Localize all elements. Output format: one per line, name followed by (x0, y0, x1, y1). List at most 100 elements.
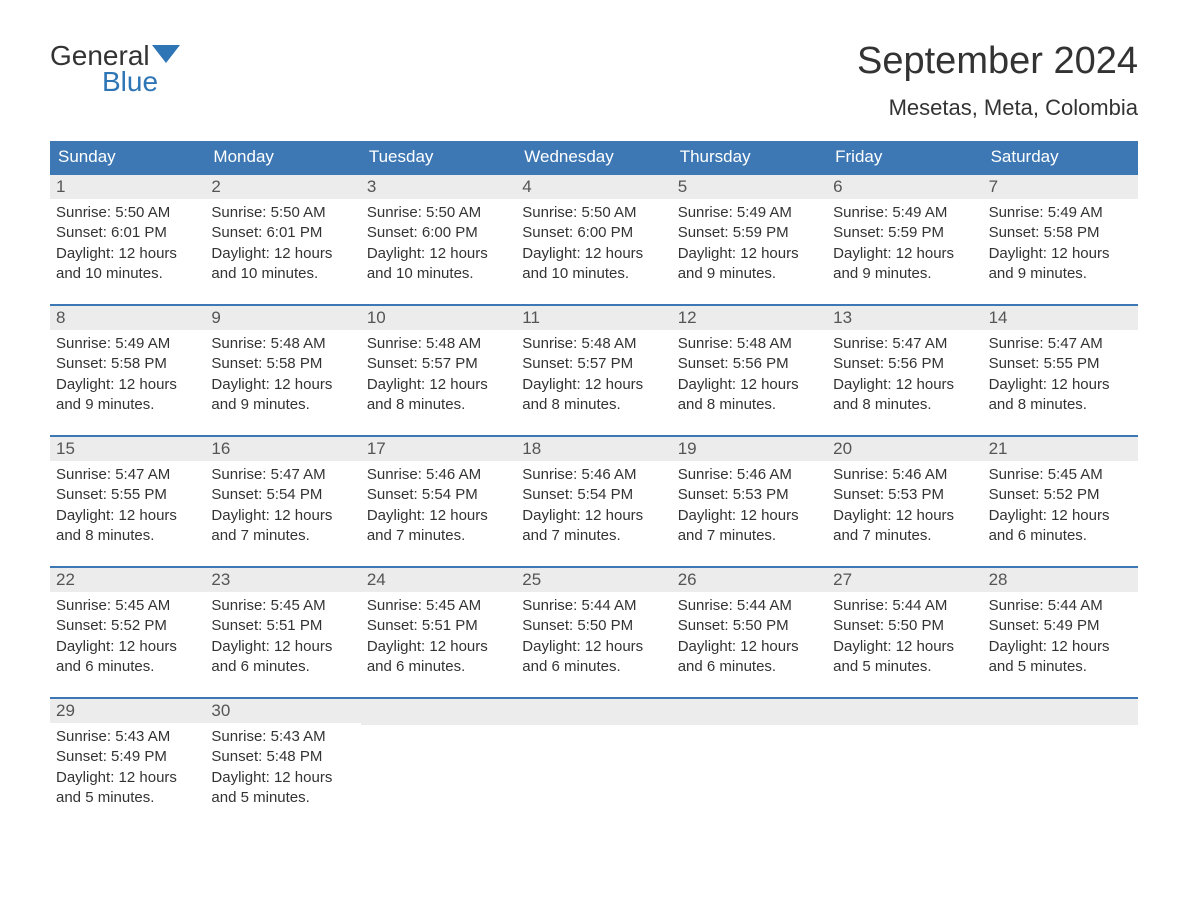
calendar-day-cell: 20Sunrise: 5:46 AMSunset: 5:53 PMDayligh… (827, 437, 982, 552)
day-number: 23 (205, 568, 360, 592)
day-content: Sunrise: 5:49 AMSunset: 5:58 PMDaylight:… (983, 199, 1138, 290)
calendar-day-cell: 4Sunrise: 5:50 AMSunset: 6:00 PMDaylight… (516, 175, 671, 290)
calendar-day-cell: 6Sunrise: 5:49 AMSunset: 5:59 PMDaylight… (827, 175, 982, 290)
day-line-sunset: Sunset: 5:54 PM (211, 485, 354, 505)
day-line-sunset: Sunset: 5:50 PM (522, 616, 665, 636)
day-line-sunrise: Sunrise: 5:43 AM (211, 727, 354, 747)
day-line-sunset: Sunset: 5:59 PM (833, 223, 976, 243)
day-line-sunrise: Sunrise: 5:44 AM (522, 596, 665, 616)
day-content: Sunrise: 5:44 AMSunset: 5:50 PMDaylight:… (827, 592, 982, 683)
day-line-d1: Daylight: 12 hours (833, 244, 976, 264)
day-line-sunset: Sunset: 5:57 PM (367, 354, 510, 374)
day-line-sunset: Sunset: 5:58 PM (56, 354, 199, 374)
day-content: Sunrise: 5:45 AMSunset: 5:51 PMDaylight:… (205, 592, 360, 683)
day-line-sunset: Sunset: 5:59 PM (678, 223, 821, 243)
day-line-sunrise: Sunrise: 5:48 AM (211, 334, 354, 354)
day-line-sunset: Sunset: 5:53 PM (833, 485, 976, 505)
calendar-day-cell: 2Sunrise: 5:50 AMSunset: 6:01 PMDaylight… (205, 175, 360, 290)
day-line-sunrise: Sunrise: 5:48 AM (522, 334, 665, 354)
day-line-d1: Daylight: 12 hours (211, 244, 354, 264)
day-content: Sunrise: 5:45 AMSunset: 5:51 PMDaylight:… (361, 592, 516, 683)
day-number: 24 (361, 568, 516, 592)
day-content: Sunrise: 5:47 AMSunset: 5:55 PMDaylight:… (50, 461, 205, 552)
day-line-sunrise: Sunrise: 5:50 AM (211, 203, 354, 223)
day-number: 1 (50, 175, 205, 199)
calendar-day-cell: 3Sunrise: 5:50 AMSunset: 6:00 PMDaylight… (361, 175, 516, 290)
calendar-day-cell: 9Sunrise: 5:48 AMSunset: 5:58 PMDaylight… (205, 306, 360, 421)
day-line-d1: Daylight: 12 hours (833, 506, 976, 526)
day-number: 7 (983, 175, 1138, 199)
calendar-week: 1Sunrise: 5:50 AMSunset: 6:01 PMDaylight… (50, 173, 1138, 290)
calendar-week: 15Sunrise: 5:47 AMSunset: 5:55 PMDayligh… (50, 435, 1138, 552)
calendar-day-cell: 18Sunrise: 5:46 AMSunset: 5:54 PMDayligh… (516, 437, 671, 552)
day-line-sunrise: Sunrise: 5:45 AM (211, 596, 354, 616)
day-number: 13 (827, 306, 982, 330)
day-number: 18 (516, 437, 671, 461)
day-content: Sunrise: 5:46 AMSunset: 5:53 PMDaylight:… (827, 461, 982, 552)
calendar-day-cell (361, 699, 516, 814)
day-line-d1: Daylight: 12 hours (522, 244, 665, 264)
day-line-sunrise: Sunrise: 5:48 AM (678, 334, 821, 354)
day-line-d2: and 9 minutes. (833, 264, 976, 284)
day-line-d1: Daylight: 12 hours (367, 375, 510, 395)
day-content: Sunrise: 5:50 AMSunset: 6:00 PMDaylight:… (516, 199, 671, 290)
day-line-sunrise: Sunrise: 5:45 AM (367, 596, 510, 616)
day-line-sunrise: Sunrise: 5:45 AM (56, 596, 199, 616)
day-line-sunset: Sunset: 5:51 PM (367, 616, 510, 636)
day-number (983, 699, 1138, 725)
day-number: 4 (516, 175, 671, 199)
day-line-sunset: Sunset: 5:50 PM (833, 616, 976, 636)
day-line-d2: and 6 minutes. (211, 657, 354, 677)
day-number: 21 (983, 437, 1138, 461)
day-content: Sunrise: 5:44 AMSunset: 5:50 PMDaylight:… (516, 592, 671, 683)
day-line-sunrise: Sunrise: 5:46 AM (678, 465, 821, 485)
calendar-day-cell: 26Sunrise: 5:44 AMSunset: 5:50 PMDayligh… (672, 568, 827, 683)
day-content: Sunrise: 5:46 AMSunset: 5:54 PMDaylight:… (516, 461, 671, 552)
day-line-sunset: Sunset: 5:48 PM (211, 747, 354, 767)
day-line-d2: and 5 minutes. (833, 657, 976, 677)
day-line-sunrise: Sunrise: 5:49 AM (989, 203, 1132, 223)
day-content: Sunrise: 5:49 AMSunset: 5:58 PMDaylight:… (50, 330, 205, 421)
day-line-sunset: Sunset: 5:49 PM (56, 747, 199, 767)
day-line-d2: and 8 minutes. (522, 395, 665, 415)
day-line-sunset: Sunset: 5:54 PM (522, 485, 665, 505)
document-header: General Blue September 2024 Mesetas, Met… (50, 40, 1138, 121)
day-content: Sunrise: 5:50 AMSunset: 6:01 PMDaylight:… (50, 199, 205, 290)
day-content: Sunrise: 5:50 AMSunset: 6:01 PMDaylight:… (205, 199, 360, 290)
day-line-d1: Daylight: 12 hours (678, 637, 821, 657)
day-line-sunrise: Sunrise: 5:49 AM (833, 203, 976, 223)
day-line-d2: and 7 minutes. (833, 526, 976, 546)
day-number (361, 699, 516, 725)
calendar-day-cell: 12Sunrise: 5:48 AMSunset: 5:56 PMDayligh… (672, 306, 827, 421)
day-line-d2: and 9 minutes. (678, 264, 821, 284)
day-line-sunset: Sunset: 5:57 PM (522, 354, 665, 374)
day-line-sunset: Sunset: 6:00 PM (367, 223, 510, 243)
day-line-sunset: Sunset: 5:55 PM (56, 485, 199, 505)
calendar-week: 8Sunrise: 5:49 AMSunset: 5:58 PMDaylight… (50, 304, 1138, 421)
day-content: Sunrise: 5:46 AMSunset: 5:54 PMDaylight:… (361, 461, 516, 552)
calendar-day-cell: 10Sunrise: 5:48 AMSunset: 5:57 PMDayligh… (361, 306, 516, 421)
calendar-day-cell (516, 699, 671, 814)
day-number: 9 (205, 306, 360, 330)
day-line-d2: and 5 minutes. (211, 788, 354, 808)
day-number (827, 699, 982, 725)
day-line-d1: Daylight: 12 hours (989, 637, 1132, 657)
day-line-sunset: Sunset: 6:01 PM (56, 223, 199, 243)
day-content: Sunrise: 5:44 AMSunset: 5:50 PMDaylight:… (672, 592, 827, 683)
calendar: SundayMondayTuesdayWednesdayThursdayFrid… (50, 141, 1138, 814)
day-line-sunset: Sunset: 5:52 PM (989, 485, 1132, 505)
day-number: 22 (50, 568, 205, 592)
day-content: Sunrise: 5:47 AMSunset: 5:56 PMDaylight:… (827, 330, 982, 421)
day-content: Sunrise: 5:50 AMSunset: 6:00 PMDaylight:… (361, 199, 516, 290)
day-line-d2: and 8 minutes. (989, 395, 1132, 415)
day-line-d1: Daylight: 12 hours (367, 637, 510, 657)
calendar-body: 1Sunrise: 5:50 AMSunset: 6:01 PMDaylight… (50, 173, 1138, 814)
day-line-sunrise: Sunrise: 5:46 AM (367, 465, 510, 485)
day-line-d1: Daylight: 12 hours (211, 768, 354, 788)
calendar-day-cell: 15Sunrise: 5:47 AMSunset: 5:55 PMDayligh… (50, 437, 205, 552)
day-number: 2 (205, 175, 360, 199)
day-line-sunrise: Sunrise: 5:44 AM (989, 596, 1132, 616)
day-line-sunset: Sunset: 5:52 PM (56, 616, 199, 636)
calendar-week: 29Sunrise: 5:43 AMSunset: 5:49 PMDayligh… (50, 697, 1138, 814)
day-line-sunrise: Sunrise: 5:44 AM (833, 596, 976, 616)
